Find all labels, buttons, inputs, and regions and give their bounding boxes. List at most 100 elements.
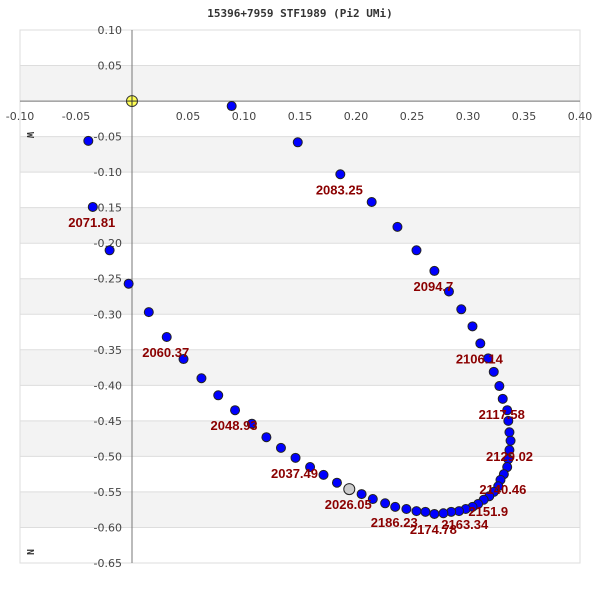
y-tick-label: -0.50 <box>94 450 122 463</box>
x-tick-labels: -0.10 -0.05 0.05 0.10 0.15 0.20 0.25 0.30 0.35 0.… <box>6 110 592 123</box>
band <box>20 207 580 244</box>
epoch-label: 2071.81 <box>68 215 115 230</box>
epoch-label: 2060.37 <box>142 345 189 360</box>
orbit-point <box>335 169 346 180</box>
orbit-point <box>380 498 391 509</box>
orbit-point <box>429 508 440 519</box>
orbit-point <box>475 338 486 349</box>
y-tick-label: -0.60 <box>94 521 122 534</box>
orbit-point <box>331 477 342 488</box>
epoch-label: 2037.49 <box>271 466 318 481</box>
y-tick-label: -0.35 <box>94 344 122 357</box>
x-tick-label: -0.05 <box>62 110 90 123</box>
epoch-label: 2117.58 <box>479 407 525 422</box>
epoch-label: 2151.9 <box>468 504 508 519</box>
orbit-point <box>497 393 508 404</box>
west-label: W <box>24 132 35 139</box>
orbit-point <box>123 278 134 289</box>
x-tick-label: 0.15 <box>288 110 313 123</box>
y-tick-label: -0.10 <box>94 166 122 179</box>
epoch-labels: 2083.25 2094.7 2106.14 2117.58 2129.02 2140.4… <box>68 182 533 537</box>
orbit-point <box>488 366 499 377</box>
y-tick-label: -0.40 <box>94 379 122 392</box>
epoch-label: 2083.25 <box>316 182 363 197</box>
epoch-label: 2094.7 <box>414 279 454 294</box>
y-tick-label: -0.65 <box>94 557 122 570</box>
orbit-point <box>196 373 207 384</box>
orbit-point <box>356 489 367 500</box>
x-tick-label: -0.10 <box>6 110 34 123</box>
x-tick-label: 0.25 <box>400 110 425 123</box>
epoch-label: 2048.93 <box>211 418 258 433</box>
y-tick-label: -0.15 <box>94 202 122 215</box>
orbit-point <box>87 201 98 212</box>
y-tick-label: -0.20 <box>94 237 122 250</box>
x-tick-label: 0.20 <box>344 110 369 123</box>
orbit-point <box>420 506 431 517</box>
y-tick-label: 0.10 <box>98 24 123 37</box>
current-position-point <box>343 483 356 496</box>
band <box>20 420 580 457</box>
epoch-label: 2140.46 <box>479 482 526 497</box>
band <box>20 278 580 315</box>
y-tick-labels: 0.10 0.05 -0.05 -0.10 -0.15 -0.20 -0.25 -0.30 -0… <box>94 24 122 570</box>
y-tick-label: -0.05 <box>94 131 122 144</box>
orbit-point <box>456 304 467 315</box>
orbit-point <box>318 469 329 480</box>
orbit-point <box>494 381 505 392</box>
x-tick-label: 0.10 <box>232 110 257 123</box>
plot-frame <box>19 29 581 564</box>
chart-title: 15396+7959 STF1989 (Pi2 UMi) <box>207 7 392 20</box>
orbit-point <box>83 135 94 146</box>
epoch-label: 2026.05 <box>325 497 372 512</box>
band <box>20 65 580 102</box>
orbit-point <box>178 354 189 365</box>
orbit-point <box>411 245 422 256</box>
orbit-point <box>502 405 513 416</box>
orbit-point <box>429 265 440 276</box>
orbit-point <box>504 427 515 438</box>
orbit-point <box>503 415 514 426</box>
epoch-label: 2129.02 <box>486 449 533 464</box>
y-tick-label: -0.45 <box>94 415 122 428</box>
epoch-label: 2106.14 <box>456 351 504 366</box>
orbit-point <box>143 307 154 318</box>
orbit-point <box>290 452 301 463</box>
y-tick-label: -0.55 <box>94 486 122 499</box>
x-tick-label: 0.30 <box>456 110 481 123</box>
epoch-label: 2163.34 <box>441 517 489 532</box>
orbit-point <box>505 435 516 446</box>
orbit-point <box>292 137 303 148</box>
orbit-point <box>401 503 412 514</box>
orbit-point <box>275 442 286 453</box>
orbit-point <box>261 432 272 443</box>
orbit-point <box>411 506 422 517</box>
orbit-point <box>246 418 257 429</box>
orbit-point <box>305 462 316 473</box>
axes <box>20 30 580 563</box>
y-tick-label: -0.25 <box>94 273 122 286</box>
y-tick-label: 0.05 <box>98 60 123 73</box>
orbit-point <box>392 221 403 232</box>
x-tick-label: 0.35 <box>512 110 537 123</box>
orbit-points <box>83 95 516 519</box>
x-tick-label: 0.40 <box>568 110 593 123</box>
orbit-point <box>104 245 115 256</box>
x-tick-label: 0.05 <box>176 110 201 123</box>
orbit-point <box>226 101 237 112</box>
orbit-point <box>161 332 172 343</box>
epoch-label: 2186.23 <box>371 515 418 530</box>
background-bands <box>20 65 580 528</box>
epoch-label: 2174.78 <box>410 522 457 537</box>
orbit-point <box>483 353 494 364</box>
orbit-point <box>467 321 478 332</box>
orbit-point <box>366 196 377 207</box>
orbit-point <box>230 405 241 416</box>
orbit-point <box>390 501 401 512</box>
orbit-point <box>213 390 224 401</box>
north-label: N <box>24 549 35 555</box>
orbit-point <box>443 286 454 297</box>
y-tick-label: -0.30 <box>94 308 122 321</box>
orbit-point <box>367 494 378 505</box>
